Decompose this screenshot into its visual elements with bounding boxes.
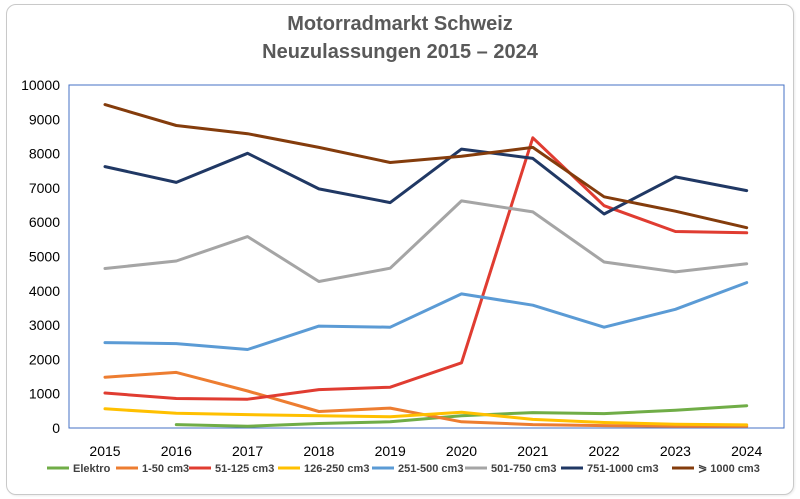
legend-label: 1-50 cm3 <box>142 463 189 475</box>
legend-label: 51-125 cm3 <box>215 463 274 475</box>
series-line-751-1000-cm3 <box>103 147 749 216</box>
series-line-1000-cm3 <box>103 103 749 230</box>
x-tick-label: 2023 <box>660 443 691 459</box>
chart-title: Motorradmarkt Schweiz <box>287 13 513 35</box>
x-tick-label: 2022 <box>589 443 620 459</box>
chart-subtitle: Neuzulassungen 2015 – 2024 <box>262 41 538 63</box>
x-tick-label: 2024 <box>731 443 762 459</box>
x-tick-label: 2020 <box>446 443 477 459</box>
series-line-elektro <box>174 404 749 428</box>
y-tick-label: 1000 <box>29 386 60 402</box>
legend-label: 251-500 cm3 <box>398 463 463 475</box>
legend: Elektro 1-50 cm3 51-125 cm3 126-250 cm3 251-… <box>47 463 760 475</box>
y-tick-label: 9000 <box>29 111 60 127</box>
y-tick-label: 4000 <box>29 283 60 299</box>
x-axis: 2015 2016 2017 2018 2019 2020 2021 2022 2023 2024 <box>89 443 762 459</box>
y-tick-label: 6000 <box>29 214 60 230</box>
legend-label: 126-250 cm3 <box>304 463 369 475</box>
series-lines <box>103 103 749 428</box>
legend-label: Elektro <box>73 463 111 475</box>
x-tick-label: 2018 <box>303 443 334 459</box>
x-tick-label: 2016 <box>161 443 192 459</box>
chart-frame <box>6 4 794 495</box>
series-line-251-500-cm3 <box>103 281 749 351</box>
y-tick-label: 5000 <box>29 249 60 265</box>
series-line-51-125-cm3 <box>103 136 749 401</box>
legend-label: ⪖ 1000 cm3 <box>698 463 760 475</box>
x-tick-label: 2017 <box>232 443 263 459</box>
x-tick-label: 2019 <box>375 443 406 459</box>
x-tick-label: 2015 <box>89 443 120 459</box>
y-tick-label: 0 <box>52 420 60 436</box>
y-tick-label: 10000 <box>21 77 60 93</box>
y-tick-label: 3000 <box>29 317 60 333</box>
plot-area <box>68 84 785 429</box>
y-tick-label: 2000 <box>29 351 60 367</box>
series-line-126-250-cm3 <box>103 407 749 427</box>
x-tick-label: 2021 <box>517 443 548 459</box>
legend-label: 751-1000 cm3 <box>587 463 659 475</box>
y-tick-label: 8000 <box>29 146 60 162</box>
y-axis: 0 1000 2000 3000 4000 5000 6000 7000 8000 9000 100… <box>21 77 60 436</box>
y-tick-label: 7000 <box>29 180 60 196</box>
legend-label: 501-750 cm3 <box>491 463 556 475</box>
series-line-501-750-cm3 <box>103 199 749 283</box>
